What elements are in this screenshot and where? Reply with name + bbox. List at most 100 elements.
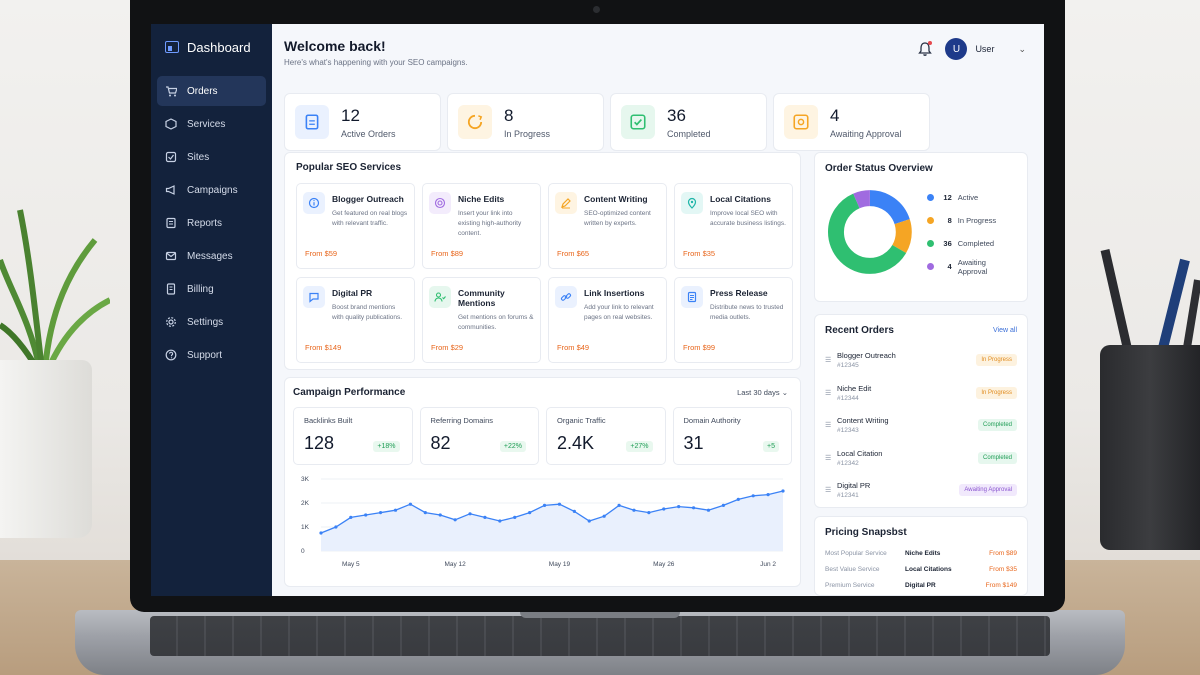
view-all-link[interactable]: View all: [993, 327, 1017, 334]
service-price: From $65: [557, 249, 590, 258]
help-icon: [165, 349, 177, 361]
service-card[interactable]: Link Insertions Add your link to relevant…: [548, 277, 667, 363]
link-icon: [555, 286, 577, 308]
chart-point: [587, 519, 591, 523]
sidebar-item-support[interactable]: Support: [157, 340, 266, 370]
chart-point: [498, 519, 502, 523]
recent-order-row[interactable]: ☰ Digital PR #12341 Awaiting Approval: [825, 474, 1017, 507]
kpi-label: Backlinks Built: [304, 416, 353, 425]
donut-segment: [827, 190, 912, 274]
service-description: Insert your link into existing high-auth…: [458, 210, 522, 238]
chart-point: [751, 494, 755, 498]
user-name[interactable]: User: [975, 44, 995, 54]
sites-icon: [165, 151, 177, 163]
recent-order-row[interactable]: ☰ Content Writing #12343 Completed: [825, 409, 1017, 442]
kpi-value: 82: [430, 433, 451, 453]
service-card[interactable]: Press Release Distribute news to trusted …: [674, 277, 793, 363]
brand[interactable]: Dashboard: [151, 38, 272, 56]
cart-icon: [165, 85, 177, 97]
kpi-card: Organic Traffic 2.4K +27%: [546, 407, 666, 465]
billing-icon: [165, 283, 177, 295]
plant-pot: [0, 360, 92, 538]
sidebar-item-reports[interactable]: Reports: [157, 208, 266, 238]
sidebar: Dashboard Orders Services Sites Campaigns Re…: [151, 24, 272, 596]
chart-point: [662, 507, 666, 511]
stat-card[interactable]: 12 Active Orders: [284, 93, 441, 151]
approval-icon: [784, 105, 818, 139]
status-badge: Completed: [977, 419, 1017, 432]
pricing-title: Pricing Snapsbst: [825, 527, 907, 538]
service-description: Get mentions on forums & communities.: [458, 314, 534, 332]
chart-point: [334, 525, 338, 529]
sidebar-item-billing[interactable]: Billing: [157, 274, 266, 304]
megaphone-icon: [165, 184, 177, 196]
chart-point: [319, 531, 323, 535]
chart-point: [528, 511, 532, 515]
service-price: From $149: [305, 343, 342, 352]
pricing-rows: Most Popular Service Niche Edits From $89 B…: [825, 545, 1017, 593]
pricing-row: Premium Service Digital PR From $149: [825, 577, 1017, 593]
mail-icon: [165, 250, 177, 262]
stat-value: 8: [504, 105, 514, 125]
legend-label: Completed: [957, 239, 995, 248]
stats-row: 12 Active Orders 8 In Progress 36 Completed 4 A…: [284, 93, 1032, 151]
page-title: Welcome back!: [284, 38, 386, 54]
sidebar-item-label: Settings: [187, 316, 224, 328]
kpi-label: Domain Authority: [683, 416, 741, 425]
sidebar-item-messages[interactable]: Messages: [157, 241, 266, 271]
service-card[interactable]: Local Citations Improve local SEO with ac…: [674, 183, 793, 269]
chart-point: [393, 508, 398, 512]
service-card[interactable]: Digital PR Boost brand mentions with qual…: [296, 277, 415, 363]
y-tick-label: 2K: [301, 500, 310, 507]
legend-value: 36: [943, 239, 952, 248]
sidebar-item-orders[interactable]: Orders: [157, 76, 266, 106]
pen-cup: [1100, 345, 1200, 550]
service-name: Digital PR: [332, 288, 373, 298]
legend-item: 36 Completed: [926, 232, 1017, 255]
service-name: Niche Edits: [458, 194, 505, 204]
stat-label: Awaiting Approval: [830, 128, 902, 139]
service-name: Link Insertions: [584, 288, 645, 298]
pricing-label: Most Popular Service: [825, 549, 887, 557]
avatar[interactable]: U: [945, 38, 968, 60]
stat-value: 36: [667, 105, 686, 125]
recent-order-row[interactable]: ☰ Local Citation #12342 Completed: [825, 442, 1017, 475]
sidebar-item-sites[interactable]: Sites: [157, 142, 266, 172]
legend-dot: [926, 263, 934, 270]
service-card[interactable]: Community Mentions Get mentions on forums…: [422, 277, 541, 363]
sidebar-item-campaigns[interactable]: Campaigns: [157, 175, 266, 205]
app-window: Dashboard Orders Services Sites Campaigns Re…: [151, 24, 1044, 596]
stat-card[interactable]: 4 Awaiting Approval: [773, 93, 930, 151]
stat-card[interactable]: 8 In Progress: [447, 93, 604, 151]
kpi-card: Domain Authority 31 +5: [672, 407, 792, 465]
service-card[interactable]: Blogger Outreach Get featured on real blo…: [296, 183, 415, 269]
service-card[interactable]: Content Writing SEO-optimized content wri…: [548, 183, 667, 269]
target-icon: [429, 192, 451, 214]
pricing-service: Digital PR: [905, 581, 936, 589]
chart-point: [706, 508, 711, 512]
sidebar-item-services[interactable]: Services: [157, 109, 266, 139]
x-tick-label: May 19: [549, 561, 571, 568]
recent-order-row[interactable]: ☰ Niche Edit #12344 In Progress: [825, 377, 1017, 410]
dashboard-icon: [165, 41, 179, 53]
stat-card[interactable]: 36 Completed: [610, 93, 767, 151]
chat-icon: [303, 286, 325, 308]
order-status-title: Order Status Overview: [825, 163, 933, 174]
order-status-panel: Order Status Overview 12 Active 8 In Progre…: [814, 152, 1028, 302]
chart-area: [321, 491, 783, 551]
service-card[interactable]: Niche Edits Insert your link into existin…: [422, 183, 541, 269]
brand-title: Dashboard: [187, 39, 251, 55]
donut-segment: [827, 190, 912, 274]
laptop-notch: [520, 612, 680, 618]
chart-point: [647, 511, 651, 515]
recent-order-row[interactable]: ☰ Blogger Outreach #12345 In Progress: [825, 344, 1017, 377]
gear-icon: [165, 316, 177, 328]
bell-icon[interactable]: [917, 41, 933, 57]
order-status-donut: [827, 190, 912, 274]
kpi-row: Backlinks Built 128 +18% Referring Domains 8…: [293, 407, 792, 465]
chevron-down-icon[interactable]: ⌄: [1018, 43, 1026, 54]
date-range-select[interactable]: Last 30 days ⌄: [737, 388, 788, 397]
service-price: From $99: [683, 343, 716, 352]
document-icon: [681, 286, 703, 308]
sidebar-item-settings[interactable]: Settings: [157, 307, 266, 337]
